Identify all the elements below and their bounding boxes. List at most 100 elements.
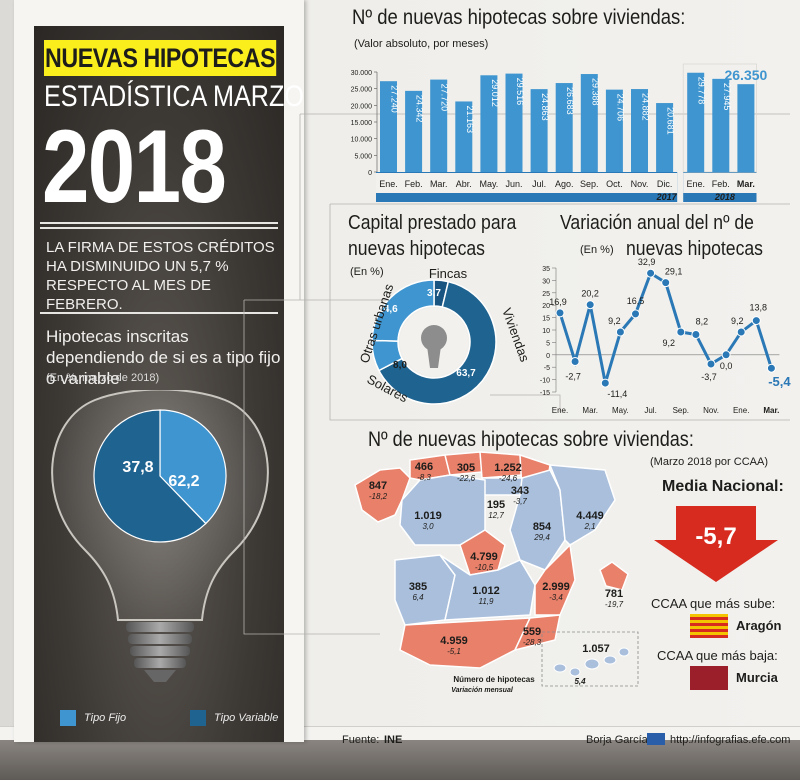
region-change-label: 2,1 bbox=[583, 522, 595, 531]
map-legend-count: Número de hipotecas bbox=[453, 675, 535, 684]
data-label: 9,2 bbox=[608, 316, 621, 326]
region-canarias bbox=[553, 647, 630, 677]
data-label: 9,2 bbox=[663, 338, 676, 348]
x-axis-strip bbox=[376, 173, 678, 193]
region-count-label: 1.252 bbox=[494, 462, 522, 474]
bar-value-label: 27.720 bbox=[440, 84, 450, 112]
region-count-label: 343 bbox=[511, 485, 529, 497]
bar-value-label: 29.388 bbox=[590, 78, 600, 106]
x-tick-label: Jul. bbox=[644, 406, 656, 415]
x-tick-label: Ene. bbox=[733, 406, 749, 415]
bar-value-label: 27.240 bbox=[390, 85, 400, 113]
variation-line-chart: 35 30 25 20 15 10 5 0 -5 -10 -15 16,9 -2,7 20,2 -11,4 9… bbox=[540, 257, 791, 415]
bar-value-label: 24.706 bbox=[615, 94, 625, 122]
data-label: 9,2 bbox=[731, 316, 744, 326]
summary-text: LA FIRMA DE ESTOS CRÉDITOS HA DISMINUIDO… bbox=[46, 239, 275, 313]
data-point bbox=[631, 309, 640, 319]
x-tick-label: Nov. bbox=[703, 406, 719, 415]
donut-value-label: 3,7 bbox=[427, 288, 441, 299]
bar bbox=[405, 90, 423, 172]
region-count-label: 781 bbox=[605, 588, 623, 600]
national-average-arrow bbox=[654, 506, 778, 582]
ccaa-up-label: CCAA que más sube: bbox=[651, 596, 776, 611]
region-change-label: 5,4 bbox=[574, 677, 586, 686]
y-tick-label: 0 bbox=[368, 170, 372, 177]
source-value: INE bbox=[384, 734, 403, 746]
bar bbox=[605, 89, 623, 172]
region-count-label: 847 bbox=[369, 480, 387, 492]
divider bbox=[40, 227, 278, 229]
region-change-label: -3,4 bbox=[549, 593, 563, 602]
data-label: 20,2 bbox=[581, 289, 599, 299]
x-tick-label: Oct. bbox=[606, 179, 623, 189]
data-point bbox=[721, 350, 731, 360]
donut-category-label: Viviendas bbox=[499, 306, 532, 364]
region-count-label: 1.057 bbox=[582, 643, 610, 655]
x-tick-label: May. bbox=[479, 179, 498, 189]
map-note: (Marzo 2018 por CCAA) bbox=[650, 456, 768, 468]
region-change-label: -3,7 bbox=[513, 497, 527, 506]
data-point bbox=[585, 300, 595, 310]
y-tick-label: 20.000 bbox=[351, 103, 373, 110]
bar bbox=[505, 73, 523, 172]
map-title: Nº de nuevas hipotecas sobre viviendas: bbox=[368, 428, 694, 451]
data-label: 0,0 bbox=[720, 361, 733, 371]
bar bbox=[555, 83, 573, 172]
y-tick-label: 30.000 bbox=[351, 70, 373, 77]
data-point bbox=[661, 278, 671, 288]
author: Borja García bbox=[586, 734, 648, 746]
data-label: 16,5 bbox=[627, 296, 645, 306]
region-cataluna bbox=[548, 464, 616, 546]
bar bbox=[580, 74, 598, 172]
bar-chart-note: (Valor absoluto, por meses) bbox=[354, 38, 489, 50]
region-count-label: 466 bbox=[415, 461, 433, 473]
bar bbox=[455, 101, 473, 172]
capital-note: (En %) bbox=[350, 266, 384, 278]
region-count-label: 559 bbox=[523, 626, 541, 638]
fixed-variable-pie: 37,8 62,2 bbox=[93, 409, 227, 543]
lightbulb-illustration: 37,8 62,2 bbox=[51, 390, 269, 682]
region-change-label: 3,0 bbox=[422, 522, 434, 531]
website-url[interactable]: http://infografias.efe.com bbox=[670, 734, 791, 746]
x-tick-label: Mar. bbox=[763, 406, 779, 415]
aragon-flag bbox=[690, 614, 728, 638]
bar bbox=[530, 89, 548, 172]
y-tick-label: 5 bbox=[546, 340, 550, 347]
bulb-base bbox=[126, 622, 194, 632]
pie-fixed-variable-title: Hipotecas inscritas dependiendo de si es… bbox=[46, 327, 281, 388]
data-label: -2,7 bbox=[565, 371, 581, 381]
data-label: -5,4 bbox=[768, 374, 791, 389]
donut-slice bbox=[371, 279, 435, 342]
x-tick-label: Ene. bbox=[552, 406, 568, 415]
infographic-subtitle: ESTADÍSTICA MARZO bbox=[44, 80, 304, 113]
murcia-flag bbox=[690, 666, 728, 690]
region-count-label: 385 bbox=[409, 581, 427, 593]
x-tick-label: Sep. bbox=[580, 179, 599, 189]
bar-value-label: 29.778 bbox=[697, 77, 707, 105]
map-legend-change: Variación mensual bbox=[451, 687, 514, 694]
data-point bbox=[555, 308, 565, 318]
legend-fixed-swatch bbox=[60, 710, 76, 726]
bar-value-label: 26.683 bbox=[565, 87, 575, 115]
ccaa-down-name: Murcia bbox=[736, 670, 778, 685]
ccaa-down-label: CCAA que más baja: bbox=[657, 648, 778, 663]
x-tick-label: Jun. bbox=[505, 179, 522, 189]
region-count-label: 1.012 bbox=[472, 585, 500, 597]
bar-value-label: 24.863 bbox=[540, 93, 550, 121]
x-tick-label: Jul. bbox=[532, 179, 546, 189]
bar-value-label: 21.163 bbox=[465, 105, 475, 133]
divider bbox=[40, 222, 278, 224]
capital-donut-chart: 3,763,78,024,6FincasViviendasSolaresOtra… bbox=[357, 266, 533, 406]
data-point bbox=[676, 327, 686, 337]
donut-value-label: 8,0 bbox=[393, 360, 407, 371]
pie-value-label: 62,2 bbox=[168, 473, 199, 490]
bar-value-label: 24.342 bbox=[415, 95, 425, 123]
region-change-label: 6,4 bbox=[412, 593, 424, 602]
region-change-label: -28,3 bbox=[523, 638, 542, 647]
x-tick-label: Ene. bbox=[379, 179, 398, 189]
legend-variable-label: Tipo Variable bbox=[214, 712, 279, 724]
bulb-base bbox=[134, 658, 186, 668]
data-label: -11,4 bbox=[607, 389, 627, 399]
x-tick-label: Feb. bbox=[712, 179, 730, 189]
